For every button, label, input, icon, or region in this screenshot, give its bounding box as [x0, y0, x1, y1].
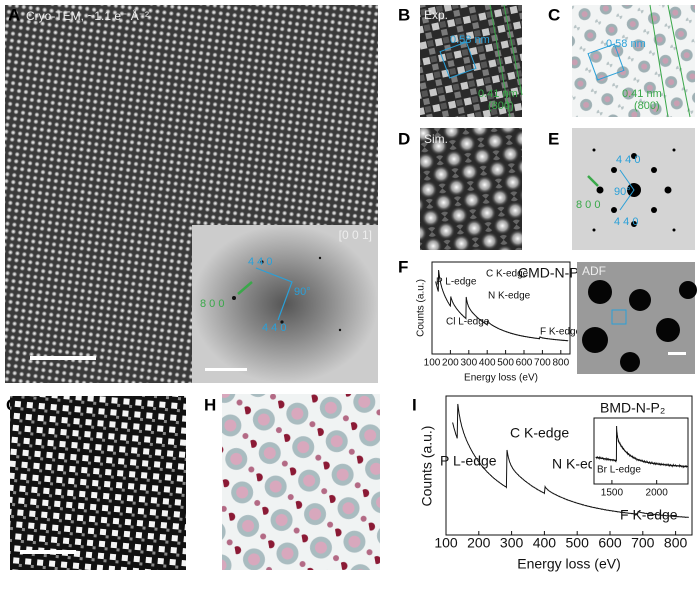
angle-label: 90° — [294, 286, 311, 298]
spot-label: 8 0 0 — [200, 298, 224, 310]
x-tick-label: 800 — [552, 358, 569, 369]
spacing-label: 0.58 nm — [450, 34, 490, 46]
edge-label: C K-edge — [486, 269, 529, 280]
x-tick-label: 2000 — [646, 488, 669, 499]
x-tick-label: 300 — [500, 535, 524, 551]
x-tick-label: 400 — [533, 535, 557, 551]
spectrum-curve — [595, 425, 688, 469]
plot-frame — [445, 395, 693, 536]
caption: ADF — [582, 264, 606, 278]
caption: Exp. — [424, 8, 448, 22]
panel-label: H — [204, 395, 216, 414]
structure-model — [572, 5, 695, 117]
x-tick-label: 700 — [534, 358, 551, 369]
x-axis-label: Energy loss (eV) — [464, 373, 538, 384]
spot-label: 4 4 0 — [614, 216, 638, 228]
fft-spots — [232, 256, 342, 332]
lattice-lines — [649, 4, 691, 118]
spacing-label: 0.41 nm — [478, 88, 518, 100]
tem-image — [10, 396, 186, 570]
x-tick-label: 200 — [467, 535, 491, 551]
spectrum-curve — [452, 403, 689, 519]
edge-label: Cl L-edge — [446, 317, 490, 328]
scale-bar — [205, 368, 247, 371]
edge-label: C K-edge — [510, 425, 569, 441]
x-tick-label: 200 — [442, 358, 459, 369]
x-tick-label: 100 — [424, 358, 441, 369]
arrow — [237, 281, 253, 295]
lattice-lines — [489, 4, 523, 118]
panel-label: D — [398, 129, 410, 148]
x-tick-label: 300 — [460, 358, 477, 369]
angle-guide — [619, 169, 635, 211]
edge-label: N K-edge — [488, 291, 531, 302]
edge-label: F K-edge — [540, 327, 582, 338]
y-axis-label: Counts (a.u.) — [419, 426, 435, 507]
arrow — [587, 175, 599, 187]
edge-label: P L-edge — [440, 453, 497, 469]
plot-frame — [431, 261, 571, 355]
tem-image — [420, 5, 522, 117]
panel-label: F — [398, 257, 408, 276]
x-tick-label: 500 — [566, 535, 590, 551]
panel-label: E — [548, 129, 559, 148]
roi-box — [611, 309, 627, 325]
x-tick-label: 400 — [479, 358, 496, 369]
x-tick-label: 500 — [497, 358, 514, 369]
scale-bar — [668, 352, 686, 355]
panel-label: I — [412, 395, 417, 414]
scale-bar — [20, 550, 76, 554]
x-tick-label: 600 — [598, 535, 622, 551]
edge-label: Br L-edge — [597, 465, 641, 476]
inset-bg — [592, 400, 690, 490]
angle-label: 90° — [614, 186, 631, 198]
inset-title: BMD-N-P₂ — [600, 400, 665, 416]
plane-label: (800) — [488, 100, 514, 112]
spot-label: 4 4 0 — [248, 256, 272, 268]
scale-bar — [30, 356, 96, 360]
y-axis-label: Counts (a.u.) — [416, 279, 427, 337]
unit-cell — [439, 41, 477, 79]
chart-title: CMD-N-P₂ — [518, 265, 584, 281]
edge-label: F K-edge — [620, 507, 678, 523]
spot-label: 4 4 0 — [616, 154, 640, 166]
x-tick-label: 700 — [631, 535, 655, 551]
spot-label: 8 0 0 — [576, 199, 600, 211]
spot-label: 4 4 0 — [262, 322, 286, 334]
panel-label: C — [548, 5, 560, 24]
x-tick-label: 600 — [516, 358, 533, 369]
inset-chart: 1500 2000 BMD-N-P₂ Br L-edge — [592, 400, 690, 499]
plane-label: (800) — [634, 100, 660, 112]
caption: Cryo-TEM, ~1.1 e⁻ Å⁻² — [26, 8, 149, 23]
x-tick-label: 100 — [434, 535, 458, 551]
spectrum-curve — [435, 269, 569, 342]
angle-guide — [255, 267, 293, 321]
structure-model — [222, 394, 380, 570]
zone-axis: [0 0 1] — [339, 228, 372, 242]
panel-label: A — [8, 5, 20, 24]
spacing-label: 0.58 nm — [606, 38, 646, 50]
x-tick-label: 1500 — [601, 488, 624, 499]
eels-chart: 100 200 300 400 500 600 700 800 Counts (a.u.) Ene… — [419, 395, 693, 572]
edge-label: P L-edge — [436, 277, 477, 288]
x-axis-label: Energy loss (eV) — [517, 556, 620, 572]
panel-label: B — [398, 5, 410, 24]
unit-cell — [587, 43, 625, 81]
spacing-label: 0.41 nm — [622, 88, 662, 100]
x-tick-label: 800 — [664, 535, 688, 551]
eels-chart: 100 200 300 400 500 600 700 800 Counts (a.u.) Ene… — [416, 261, 584, 384]
caption: Sim. — [424, 132, 448, 146]
plot-frame — [593, 417, 689, 485]
simulated-image — [420, 128, 522, 250]
adf-holes — [582, 280, 697, 372]
fft-inset — [192, 225, 378, 383]
